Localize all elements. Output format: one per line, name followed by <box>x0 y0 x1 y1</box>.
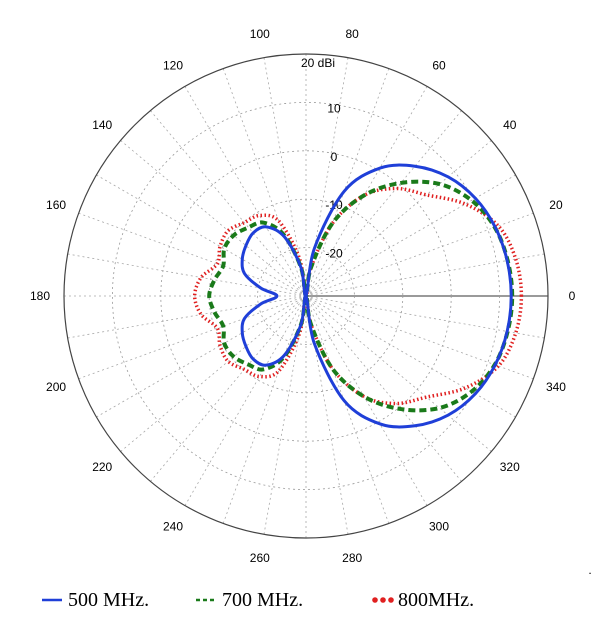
polar-grid <box>63 53 549 539</box>
grid-spoke <box>78 295 307 380</box>
radial-tick-label: -20 <box>325 247 343 261</box>
grid-spoke <box>305 86 428 297</box>
radial-tick-label: 0 <box>331 150 338 164</box>
grid-spoke <box>222 295 307 524</box>
angle-tick-label: 100 <box>250 27 270 41</box>
grid-spoke <box>120 140 307 297</box>
grid-spoke <box>96 174 307 297</box>
legend-swatch <box>380 597 386 603</box>
angle-tick-label: 120 <box>163 59 183 73</box>
grid-spoke <box>305 110 462 297</box>
grid-spoke <box>67 295 307 339</box>
grid-spoke <box>305 68 390 297</box>
grid-spoke <box>120 295 307 452</box>
legend-swatch <box>372 597 378 603</box>
angle-tick-label: 300 <box>429 519 449 533</box>
grid-spoke <box>67 253 307 297</box>
angle-tick-label: 240 <box>163 519 183 533</box>
grid-spoke <box>263 295 307 535</box>
grid-spoke <box>150 110 307 297</box>
angle-tick-label: 340 <box>546 380 566 394</box>
angle-tick-label: 140 <box>92 118 112 132</box>
grid-spoke <box>305 295 492 452</box>
angle-tick-label: 280 <box>342 551 362 565</box>
legend-label: 800MHz. <box>398 589 474 611</box>
grid-spoke <box>305 174 516 297</box>
grid-spoke <box>184 295 307 506</box>
angle-tick-label: 180 <box>30 289 50 303</box>
angle-tick-label: 40 <box>503 118 517 132</box>
angle-tick-label: 320 <box>500 460 520 474</box>
grid-spoke <box>305 140 492 297</box>
radial-unit-label: 20 dBi <box>301 56 335 70</box>
grid-spoke <box>150 295 307 482</box>
grid-spoke <box>305 253 545 297</box>
angle-tick-label: 60 <box>432 59 446 73</box>
angle-tick-label: 20 <box>549 198 563 212</box>
grid-spoke <box>305 295 462 482</box>
grid-spoke <box>222 68 307 297</box>
series-line-700-mhz <box>207 179 515 413</box>
grid-spoke <box>184 86 307 297</box>
angle-tick-label: 0 <box>569 289 576 303</box>
grid-spoke <box>78 212 307 297</box>
legend-item: 700 MHz. <box>196 589 303 611</box>
legend: 500 MHz. 700 MHz. 800MHz. <box>42 589 474 611</box>
stray-mark: . <box>588 563 591 577</box>
angle-tick-label: 260 <box>250 551 270 565</box>
legend-swatch <box>388 597 394 603</box>
series-line-500-mhz <box>240 163 513 429</box>
series-layer <box>192 163 524 429</box>
angle-tick-label: 80 <box>346 27 360 41</box>
series-line-800mhz <box>192 186 524 406</box>
grid-spoke <box>305 295 545 339</box>
outer-ring <box>63 53 549 539</box>
angle-tick-label: 200 <box>46 380 66 394</box>
legend-label: 500 MHz. <box>68 589 149 611</box>
angle-tick-label: 160 <box>46 198 66 212</box>
legend-item: 800MHz. <box>372 589 474 611</box>
angle-tick-label: 220 <box>92 460 112 474</box>
grid-spoke <box>305 295 516 418</box>
legend-label: 700 MHz. <box>222 589 303 611</box>
legend-item: 500 MHz. <box>42 589 149 611</box>
grid-spoke <box>305 295 390 524</box>
grid-spoke <box>305 295 428 506</box>
radial-tick-label: 10 <box>327 101 341 115</box>
grid-spoke <box>96 295 307 418</box>
